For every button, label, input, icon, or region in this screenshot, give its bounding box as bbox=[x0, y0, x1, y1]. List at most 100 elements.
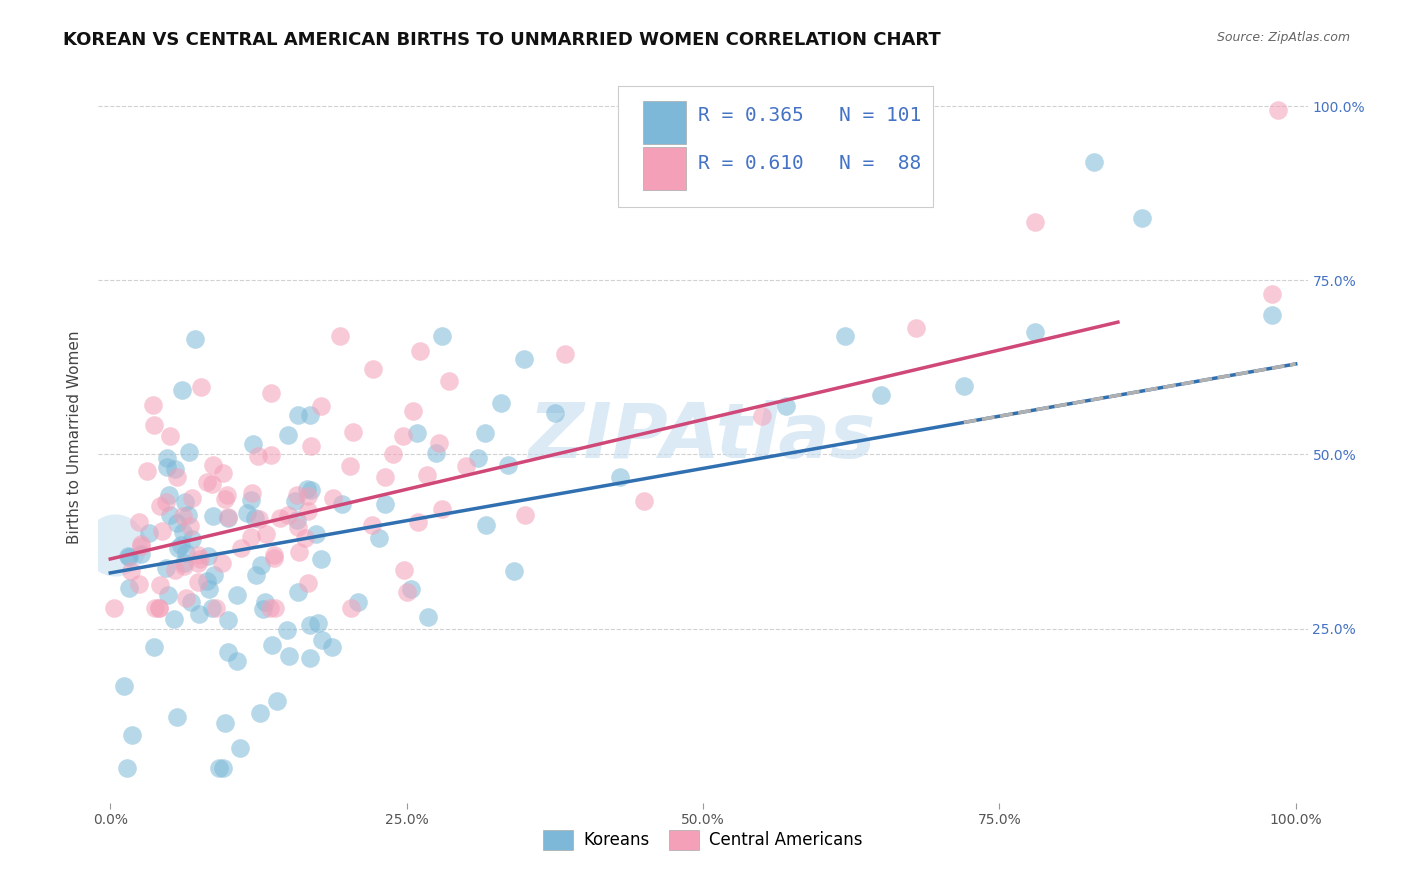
Point bbox=[202, 508, 225, 523]
Point bbox=[174, 591, 197, 606]
Point bbox=[430, 501, 453, 516]
FancyBboxPatch shape bbox=[619, 86, 932, 207]
Point bbox=[245, 511, 267, 525]
Point bbox=[121, 728, 143, 742]
Point bbox=[118, 549, 141, 564]
Point bbox=[174, 495, 197, 509]
Point bbox=[260, 385, 283, 400]
Point bbox=[214, 715, 236, 730]
Point bbox=[217, 509, 239, 524]
Point bbox=[392, 563, 415, 577]
Point bbox=[1267, 103, 1289, 117]
Point bbox=[159, 508, 181, 523]
Point bbox=[276, 623, 298, 637]
Point bbox=[321, 640, 343, 655]
Point bbox=[184, 332, 207, 346]
Point bbox=[475, 517, 498, 532]
Text: R = 0.365   N = 101: R = 0.365 N = 101 bbox=[699, 106, 921, 126]
Point bbox=[128, 515, 150, 529]
Point bbox=[952, 379, 974, 393]
Point bbox=[197, 549, 219, 564]
Point bbox=[163, 611, 186, 625]
Point bbox=[138, 526, 160, 541]
Point bbox=[217, 511, 239, 525]
Point bbox=[406, 426, 429, 441]
Point bbox=[339, 459, 361, 474]
Point bbox=[128, 577, 150, 591]
Point bbox=[187, 574, 209, 589]
Point bbox=[195, 475, 218, 489]
Point bbox=[173, 556, 195, 570]
Point bbox=[177, 508, 200, 522]
Point bbox=[197, 574, 219, 589]
FancyBboxPatch shape bbox=[643, 146, 686, 190]
Point bbox=[129, 537, 152, 551]
Point bbox=[284, 493, 307, 508]
Point bbox=[229, 541, 252, 555]
Point bbox=[112, 679, 135, 693]
Point bbox=[201, 600, 224, 615]
Point bbox=[104, 538, 127, 552]
Point bbox=[432, 328, 454, 343]
Point bbox=[751, 409, 773, 424]
Point bbox=[155, 561, 177, 575]
Point bbox=[263, 551, 285, 566]
Point bbox=[347, 595, 370, 609]
Point bbox=[172, 383, 194, 397]
Point bbox=[342, 425, 364, 440]
Point bbox=[217, 613, 239, 627]
Point bbox=[298, 618, 321, 632]
Point bbox=[156, 450, 179, 465]
Point bbox=[406, 516, 429, 530]
Point bbox=[174, 546, 197, 560]
Point bbox=[285, 488, 308, 502]
Point bbox=[217, 645, 239, 659]
Point bbox=[259, 600, 281, 615]
Point bbox=[240, 530, 263, 544]
Point bbox=[330, 497, 353, 511]
Text: Source: ZipAtlas.com: Source: ZipAtlas.com bbox=[1216, 31, 1350, 45]
Point bbox=[143, 640, 166, 654]
Point bbox=[156, 459, 179, 474]
Point bbox=[205, 600, 228, 615]
Point bbox=[294, 531, 316, 545]
Point bbox=[361, 518, 384, 533]
Point bbox=[467, 451, 489, 466]
Point bbox=[409, 344, 432, 359]
Point bbox=[249, 706, 271, 721]
Point bbox=[214, 491, 236, 506]
Point bbox=[633, 493, 655, 508]
Point bbox=[437, 374, 460, 388]
Point bbox=[170, 538, 193, 552]
Point bbox=[166, 710, 188, 724]
Point bbox=[225, 655, 247, 669]
Point bbox=[120, 564, 142, 578]
Point bbox=[1261, 287, 1284, 301]
Point bbox=[309, 399, 332, 413]
Point bbox=[869, 388, 891, 402]
Point bbox=[187, 556, 209, 570]
Point bbox=[1083, 155, 1105, 169]
Point bbox=[299, 483, 322, 497]
Point bbox=[1130, 211, 1153, 225]
Point bbox=[515, 508, 537, 523]
Point bbox=[277, 508, 299, 522]
Point bbox=[266, 694, 288, 708]
Point bbox=[311, 632, 333, 647]
Point bbox=[513, 351, 536, 366]
Point bbox=[229, 741, 252, 756]
Point bbox=[287, 585, 309, 599]
Point bbox=[236, 507, 259, 521]
Point bbox=[149, 500, 172, 514]
Point bbox=[834, 329, 856, 343]
Point bbox=[188, 551, 211, 566]
Point bbox=[297, 504, 319, 518]
Point bbox=[239, 492, 262, 507]
Point bbox=[155, 494, 177, 508]
Text: ZIPAtlas: ZIPAtlas bbox=[529, 401, 877, 474]
Point bbox=[395, 584, 418, 599]
Point bbox=[143, 600, 166, 615]
Point bbox=[187, 548, 209, 562]
Point bbox=[208, 761, 231, 775]
Point bbox=[148, 600, 170, 615]
